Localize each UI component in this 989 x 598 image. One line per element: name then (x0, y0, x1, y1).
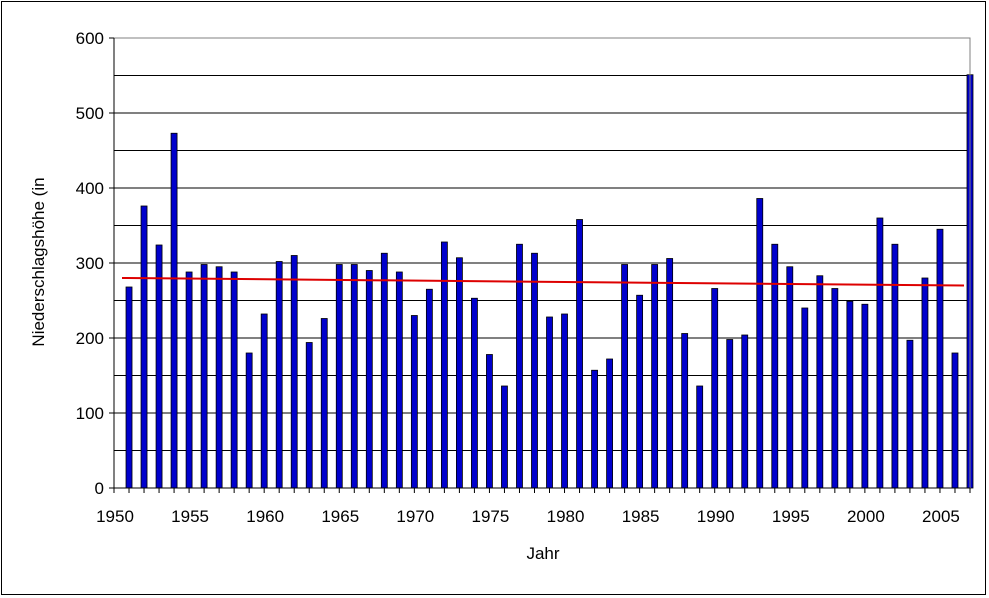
x-tick-label: 1955 (171, 507, 209, 526)
y-tick-labels: 0 100 200 300 400 500 600 (76, 29, 104, 498)
x-tick-label: 1985 (622, 507, 660, 526)
bar (591, 369, 598, 489)
x-tick-label: 1965 (321, 507, 359, 526)
bar (200, 264, 208, 489)
bar (215, 266, 223, 489)
bar (185, 271, 193, 489)
bar (636, 294, 644, 489)
bar (350, 264, 358, 489)
bar (621, 264, 628, 489)
bar (335, 264, 343, 489)
y-tick-label: 300 (76, 254, 104, 273)
bar (365, 270, 373, 489)
y-tick-label: 500 (76, 104, 104, 123)
axes (109, 37, 971, 493)
bar (786, 266, 794, 489)
bar (666, 258, 674, 489)
bar (576, 219, 583, 489)
bar (531, 252, 538, 489)
bar (876, 217, 884, 489)
bar (260, 313, 268, 489)
bar (290, 255, 298, 489)
y-tick-label: 400 (76, 179, 104, 198)
bar (921, 277, 929, 489)
bar (846, 300, 854, 489)
trend-line (121, 277, 965, 287)
y-tick-label: 200 (76, 329, 104, 348)
bar (831, 288, 839, 489)
bar (681, 333, 689, 489)
bar (891, 243, 899, 489)
bar (245, 352, 253, 489)
y-axis-title: Niederschlagshöhe (in (29, 177, 48, 346)
bar (456, 257, 463, 489)
x-axis-title: Jahr (526, 544, 559, 563)
bar (711, 288, 719, 489)
bar (756, 198, 764, 489)
x-tick-label: 1995 (772, 507, 810, 526)
bar (425, 288, 433, 489)
bar (275, 261, 283, 489)
bar (771, 243, 779, 489)
bar (651, 264, 659, 489)
bar (170, 132, 178, 489)
bar (230, 271, 238, 489)
x-tick-label: 2005 (922, 507, 960, 526)
bar (696, 385, 704, 489)
bar (861, 303, 869, 489)
x-tick-label: 1990 (697, 507, 735, 526)
bar (155, 244, 163, 489)
x-tick-label: 1950 (96, 507, 134, 526)
bar (410, 315, 418, 489)
x-tick-label: 1975 (472, 507, 510, 526)
y-tick-label: 0 (95, 479, 104, 498)
x-tick-label: 1980 (547, 507, 585, 526)
bar (726, 339, 734, 489)
bar (395, 271, 403, 489)
x-tick-label: 2000 (847, 507, 885, 526)
bar (546, 316, 553, 489)
bar (471, 297, 478, 489)
bar (561, 313, 568, 489)
bar (741, 334, 749, 489)
bar (486, 354, 493, 489)
bar (320, 318, 328, 489)
bar (906, 339, 914, 489)
bar (125, 286, 133, 489)
bar (801, 307, 809, 489)
bar (380, 252, 388, 489)
bar (440, 241, 448, 489)
grid-lines (114, 37, 970, 451)
bar (606, 358, 613, 489)
bar (816, 275, 824, 489)
bar (936, 228, 944, 489)
bar (951, 352, 959, 489)
x-tick-label: 1960 (246, 507, 284, 526)
x-tick-labels: 1950 1955 1960 1965 1970 1975 1980 1985 1990 1995… (96, 507, 960, 526)
bar (501, 385, 508, 489)
bar (305, 342, 313, 489)
y-tick-label: 600 (76, 29, 104, 48)
bar (140, 205, 148, 489)
y-tick-label: 100 (76, 404, 104, 423)
x-tick-label: 1970 (396, 507, 434, 526)
